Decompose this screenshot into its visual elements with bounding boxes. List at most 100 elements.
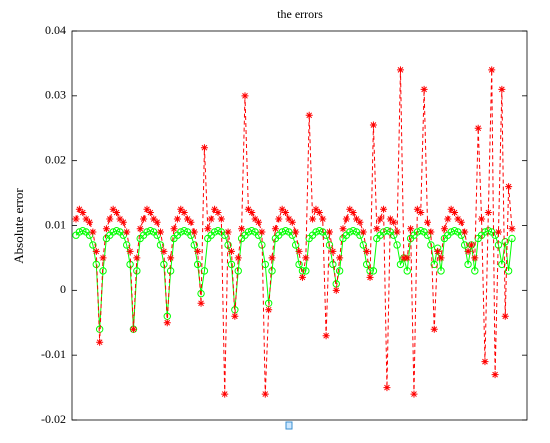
point — [99, 267, 107, 275]
point — [505, 183, 513, 191]
point — [244, 205, 252, 213]
point — [106, 215, 114, 223]
point — [336, 254, 344, 262]
point — [234, 254, 242, 262]
point — [261, 260, 269, 269]
point — [396, 260, 405, 269]
point — [268, 267, 276, 275]
point — [96, 338, 104, 346]
point — [92, 247, 100, 255]
point — [369, 121, 377, 129]
point — [329, 260, 337, 269]
point — [444, 215, 452, 223]
point — [373, 225, 381, 233]
point — [89, 241, 97, 249]
point — [471, 254, 479, 262]
point — [315, 226, 324, 235]
point — [325, 228, 333, 236]
point — [190, 241, 198, 249]
point — [82, 215, 90, 223]
point — [136, 225, 144, 233]
point — [180, 209, 188, 217]
point — [437, 267, 445, 275]
point — [241, 92, 249, 100]
point — [312, 205, 320, 213]
point — [261, 390, 269, 398]
point — [461, 228, 469, 236]
point — [457, 218, 465, 226]
point — [282, 209, 290, 217]
point — [359, 228, 367, 236]
point — [113, 209, 121, 217]
point — [258, 228, 266, 236]
point — [481, 358, 489, 366]
point — [474, 124, 482, 132]
point — [86, 218, 94, 226]
point — [322, 332, 330, 340]
point — [508, 234, 516, 243]
point — [217, 215, 225, 223]
y-tick-label: -0.01 — [41, 347, 66, 361]
point — [437, 254, 445, 262]
point — [265, 306, 273, 314]
point — [170, 225, 178, 233]
point — [89, 228, 97, 236]
point — [268, 254, 276, 262]
point — [295, 247, 303, 255]
y-axis-label: Absolute error — [11, 188, 26, 264]
point — [214, 209, 222, 217]
point — [359, 241, 367, 249]
point — [434, 247, 442, 255]
point — [498, 85, 506, 93]
point — [298, 273, 306, 281]
point — [211, 205, 219, 213]
point — [291, 241, 300, 249]
point — [184, 215, 192, 223]
point — [221, 390, 229, 398]
point — [234, 267, 242, 275]
point — [501, 312, 509, 320]
point — [102, 225, 110, 233]
point — [393, 228, 401, 236]
point — [451, 209, 459, 217]
point — [315, 209, 323, 217]
point — [75, 205, 83, 213]
point — [325, 241, 334, 249]
point — [167, 254, 175, 262]
point — [329, 247, 337, 255]
point — [248, 226, 256, 235]
y-tick-label: 0.02 — [45, 152, 66, 166]
point — [150, 215, 158, 223]
y-tick-label: 0 — [60, 282, 66, 296]
point — [504, 267, 513, 275]
point — [349, 209, 357, 217]
point — [285, 215, 293, 223]
point — [440, 225, 448, 233]
point — [335, 267, 344, 275]
point — [403, 254, 411, 262]
point — [193, 260, 202, 269]
point — [427, 241, 435, 249]
point — [319, 215, 327, 223]
point — [156, 228, 164, 236]
y-tick-label: 0.04 — [45, 23, 66, 37]
point — [407, 225, 415, 233]
point — [72, 215, 80, 223]
point — [363, 247, 371, 255]
point — [143, 205, 151, 213]
point — [248, 209, 256, 217]
point — [356, 218, 364, 226]
point — [309, 215, 317, 223]
y-tick-label: -0.02 — [41, 412, 66, 426]
x-label-placeholder — [285, 421, 293, 430]
point — [454, 215, 462, 223]
y-tick-label: 0.01 — [45, 217, 66, 231]
point — [180, 226, 188, 235]
point — [447, 205, 455, 213]
point — [332, 286, 340, 294]
point — [491, 371, 499, 379]
point — [200, 144, 208, 152]
point — [133, 254, 141, 262]
point — [413, 205, 421, 213]
point — [278, 205, 286, 213]
